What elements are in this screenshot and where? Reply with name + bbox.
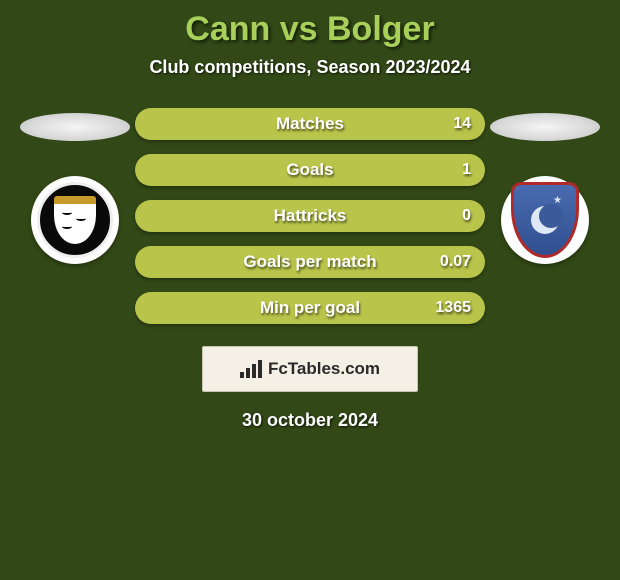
bar-label: Matches [276, 114, 344, 134]
subtitle: Club competitions, Season 2023/2024 [149, 57, 470, 78]
bar-value: 0.07 [440, 253, 471, 271]
watermark-text: FcTables.com [268, 359, 380, 379]
stat-bar-matches: Matches 14 [135, 108, 485, 140]
drogheda-crest-icon: ★ [511, 182, 579, 258]
watermark-badge: FcTables.com [202, 346, 418, 392]
stats-area: Matches 14 Goals 1 Hattricks 0 Goals per… [0, 108, 620, 324]
stat-bar-goals: Goals 1 [135, 154, 485, 186]
bar-value: 0 [462, 207, 471, 225]
bar-label: Min per goal [260, 298, 360, 318]
bar-value: 14 [453, 115, 471, 133]
bar-label: Hattricks [274, 206, 347, 226]
left-player-placeholder [20, 113, 130, 141]
left-team-crest [31, 176, 119, 264]
right-player-placeholder [490, 113, 600, 141]
dundalk-crest-icon [37, 182, 113, 258]
bar-chart-icon [240, 360, 262, 378]
stat-bar-hattricks: Hattricks 0 [135, 200, 485, 232]
page-title: Cann vs Bolger [185, 10, 434, 49]
bar-label: Goals per match [243, 252, 376, 272]
bar-value: 1365 [435, 299, 471, 317]
date-text: 30 october 2024 [242, 410, 378, 431]
right-team-crest: ★ [501, 176, 589, 264]
stat-bar-goals-per-match: Goals per match 0.07 [135, 246, 485, 278]
stat-bars: Matches 14 Goals 1 Hattricks 0 Goals per… [135, 108, 485, 324]
bar-label: Goals [286, 160, 333, 180]
bar-value: 1 [462, 161, 471, 179]
left-column [15, 108, 135, 264]
stat-bar-min-per-goal: Min per goal 1365 [135, 292, 485, 324]
right-column: ★ [485, 108, 605, 264]
